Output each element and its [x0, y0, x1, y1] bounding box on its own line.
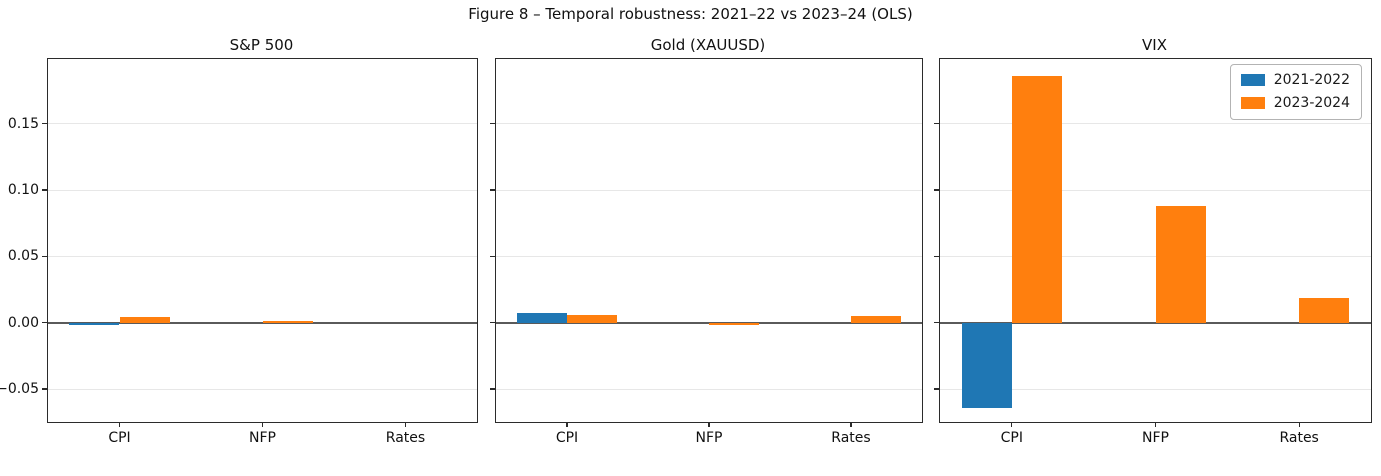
y-tick-label: −0.05: [0, 381, 39, 398]
x-tick-label-NFP: NFP: [249, 430, 276, 446]
x-tick-mark-NFP: [708, 422, 710, 427]
y-tick-mark: [41, 189, 47, 191]
bar-2023-2024-CPI: [1011, 75, 1063, 323]
y-tick-mark: [933, 189, 939, 191]
y-tick-label: 0.00: [7, 314, 39, 331]
panel-title-sp500: S&P 500: [229, 36, 294, 54]
zero-axis-line: [940, 321, 1371, 324]
y-tick-mark: [933, 123, 939, 125]
x-tick-mark-Rates: [1298, 422, 1300, 427]
x-tick-mark-Rates: [404, 422, 407, 427]
x-tick-mark-CPI: [118, 422, 121, 427]
legend-label-2023-2024: 2023-2024: [1273, 95, 1350, 111]
panel-title-vix: VIX: [1142, 36, 1167, 54]
y-tick-mark: [41, 255, 47, 257]
y-tick-mark: [933, 388, 939, 390]
y-tick-label: 0.05: [7, 248, 39, 265]
legend-entry-2023-2024: 2023-2024: [1240, 95, 1350, 111]
x-tick-mark-NFP: [261, 422, 264, 427]
y-tick-mark: [489, 123, 495, 125]
x-tick-mark-Rates: [850, 422, 852, 427]
x-tick-label-NFP: NFP: [1142, 430, 1169, 446]
gridline-y-0.10: [940, 189, 1371, 191]
panel-sp500: S&P 500 −0.05 0.00 0.05 0.10 0.15 CPI NFP Rates: [0, 0, 478, 476]
plot-area-vix: 2021-2022 2023-2024 CPI NFP Rates: [933, 58, 1372, 446]
panel-gold: Gold (XAUUSD) CPI NFP Rates: [489, 0, 923, 476]
figure-title: Figure 8 – Temporal robustness: 2021–22 …: [468, 5, 913, 23]
x-tick-mark-NFP: [1154, 422, 1157, 427]
bar-2023-2024-NFP: [709, 322, 759, 326]
gridline-y-0.05: [48, 255, 477, 257]
bar-2023-2024-Rates: [1299, 297, 1350, 323]
y-tick-mark: [489, 388, 495, 390]
plot-area-sp500: −0.05 0.00 0.05 0.10 0.15 CPI NFP Rates: [0, 58, 478, 446]
y-tick-mark: [933, 322, 939, 324]
bar-2021-2022-CPI: [69, 322, 120, 326]
y-tick-label: 0.10: [7, 182, 39, 199]
bar-2023-2024-Rates: [851, 316, 901, 323]
x-tick-label-Rates: Rates: [831, 430, 871, 446]
y-tick-mark: [933, 255, 939, 257]
gridline-y-0.15: [48, 123, 477, 125]
gridline-y-−0.05: [48, 388, 477, 390]
x-tick-label-NFP: NFP: [695, 430, 723, 446]
bar-2023-2024-CPI: [119, 317, 170, 323]
x-tick-label-CPI: CPI: [555, 430, 579, 446]
y-tick-label: 0.15: [7, 115, 39, 132]
bar-2023-2024-NFP: [262, 321, 313, 323]
panel-vix: VIX 2021-2022 2023-2024 CPI NFP Rates: [933, 0, 1372, 476]
y-tick-mark: [41, 388, 47, 390]
y-tick-mark: [489, 255, 495, 257]
gridline-y-0.15: [940, 123, 1371, 125]
bar-2023-2024-NFP: [1155, 206, 1206, 323]
bar-2023-2024-CPI: [567, 314, 617, 323]
legend: 2021-2022 2023-2024: [1229, 64, 1362, 120]
x-tick-mark-CPI: [566, 422, 568, 427]
x-tick-mark-CPI: [1011, 422, 1013, 427]
x-tick-label-CPI: CPI: [1000, 430, 1024, 446]
bar-2021-2022-CPI: [517, 313, 567, 323]
gridline-y-0.10: [496, 189, 922, 191]
y-tick-mark: [41, 322, 47, 324]
x-tick-label-Rates: Rates: [385, 430, 426, 446]
x-tick-label-Rates: Rates: [1279, 430, 1319, 446]
gridline-y-0.05: [496, 255, 922, 257]
legend-label-2021-2022: 2021-2022: [1273, 72, 1350, 88]
panel-title-gold: Gold (XAUUSD): [650, 36, 766, 54]
gridline-y-−0.05: [496, 388, 922, 390]
y-tick-mark: [489, 189, 495, 191]
plot-area-gold: CPI NFP Rates: [489, 58, 923, 446]
y-tick-mark: [41, 123, 47, 125]
gridline-y-0.10: [48, 189, 477, 191]
gridline-y-0.15: [496, 123, 922, 125]
legend-swatch-2021-2022: [1240, 74, 1265, 86]
legend-swatch-2023-2024: [1240, 97, 1265, 109]
gridline-y-−0.05: [940, 388, 1371, 390]
bar-2021-2022-CPI: [961, 322, 1012, 408]
x-tick-label-CPI: CPI: [108, 430, 131, 446]
y-tick-mark: [489, 322, 495, 324]
legend-entry-2021-2022: 2021-2022: [1240, 72, 1350, 88]
zero-axis-line: [48, 321, 477, 324]
